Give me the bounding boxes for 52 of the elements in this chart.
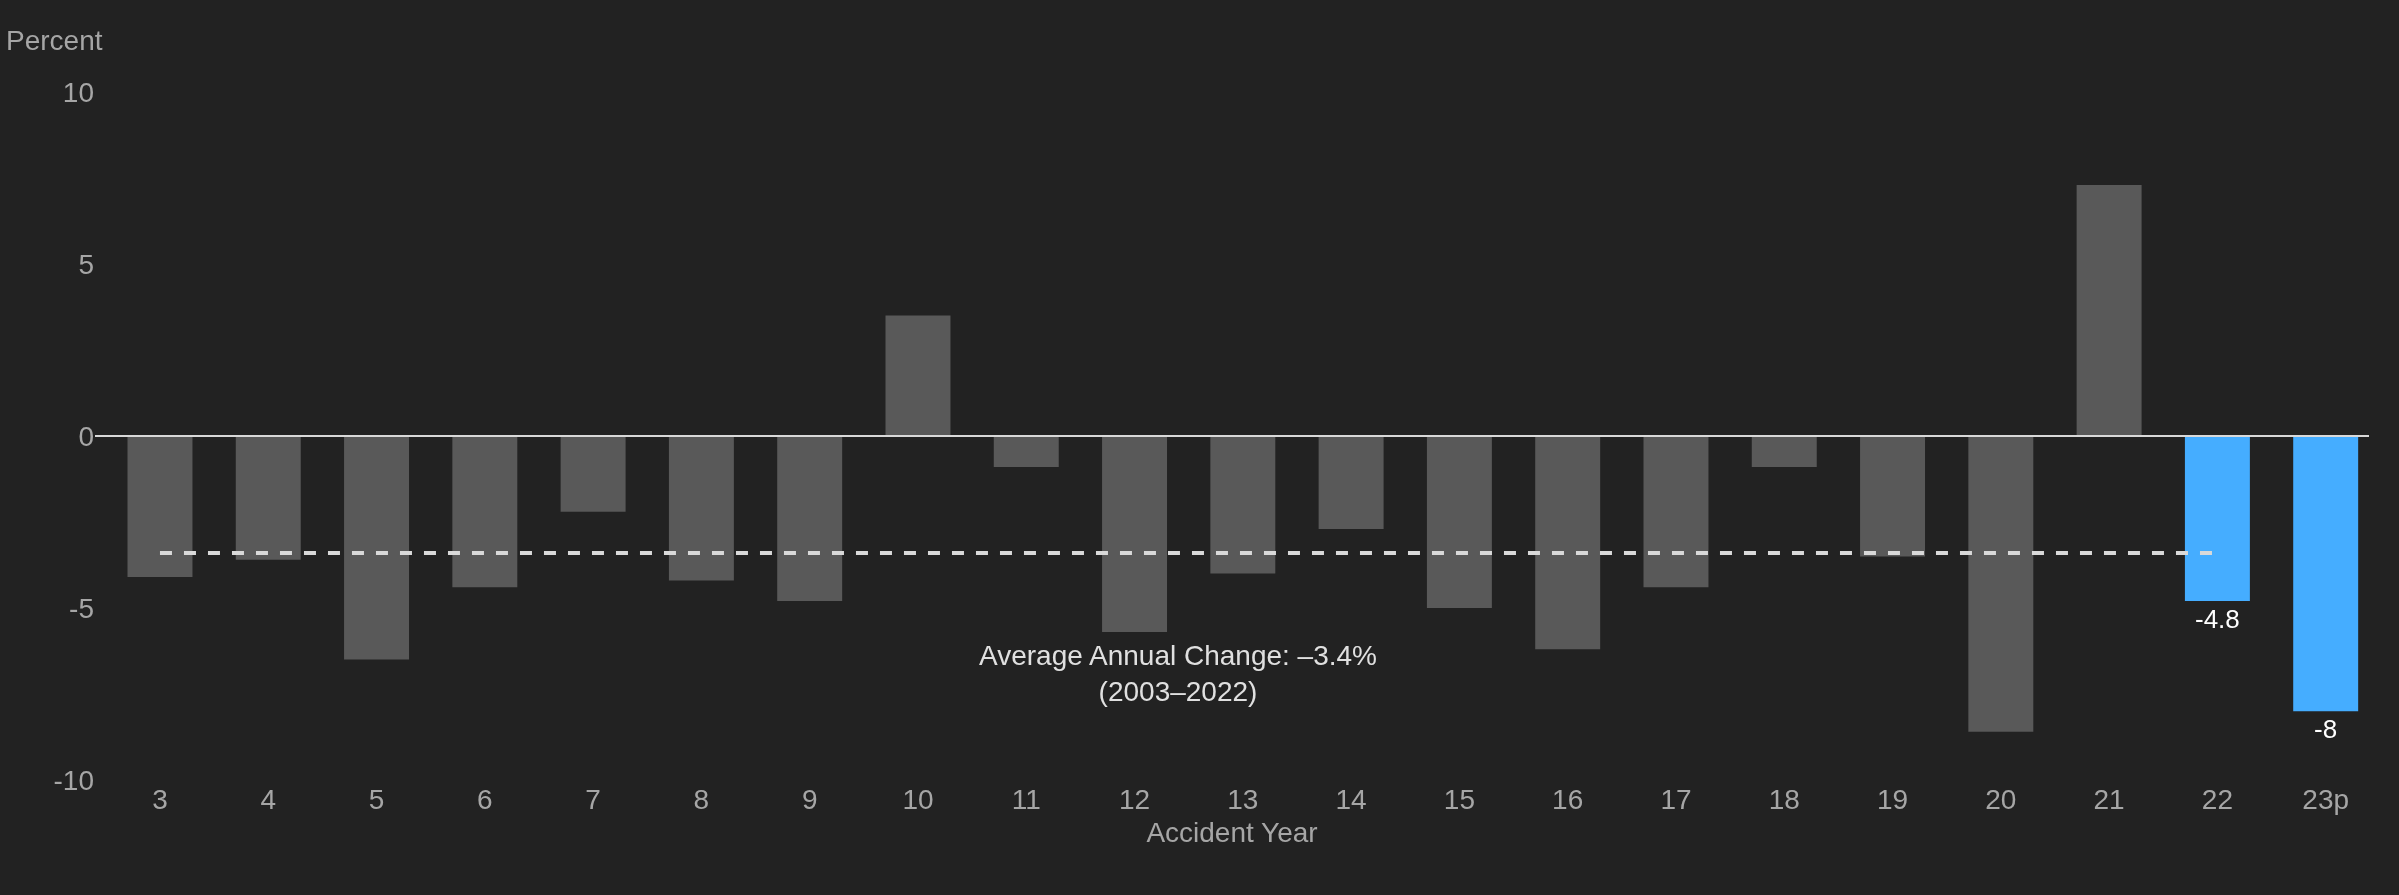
- x-tick-label: 5: [368, 784, 385, 815]
- bar: [885, 315, 951, 436]
- x-tick-label: 23p: [2302, 784, 2350, 815]
- x-tick-label: 8: [693, 784, 710, 815]
- y-tick-label: 0: [78, 420, 94, 452]
- ref-line-label: Average Annual Change: –3.4% (2003–2022): [979, 640, 1378, 708]
- x-tick-label: 18: [1768, 784, 1800, 815]
- data-label: -8: [2314, 714, 2338, 745]
- x-tick-label: 13: [1227, 784, 1259, 815]
- x-tick-label: 15: [1443, 784, 1475, 815]
- bar: [1318, 436, 1384, 529]
- bar: [1535, 436, 1601, 650]
- x-tick-label: 20: [1985, 784, 2017, 815]
- bar: [1426, 436, 1492, 608]
- bar: [1643, 436, 1709, 588]
- bar: [344, 436, 410, 660]
- data-label: -4.8: [2194, 604, 2240, 635]
- bar: [2184, 436, 2250, 602]
- bar: [560, 436, 626, 512]
- bar: [127, 436, 193, 578]
- bar: [452, 436, 518, 588]
- x-axis-title: Accident Year: [1146, 817, 1318, 849]
- y-tick-label: -5: [69, 592, 94, 624]
- x-tick-label: 19: [1876, 784, 1909, 815]
- y-tick-label: 5: [78, 248, 94, 280]
- x-tick-label: 17: [1660, 784, 1692, 815]
- y-tick-label: -10: [53, 764, 94, 796]
- bar: [235, 436, 301, 560]
- x-tick-label: 10: [902, 784, 934, 815]
- bar: [2293, 436, 2359, 712]
- x-tick-label: 21: [2093, 784, 2125, 815]
- x-tick-label: 3: [152, 784, 168, 815]
- x-tick-label: 9: [801, 784, 818, 815]
- x-tick-label: 14: [1335, 784, 1367, 815]
- bar: [1210, 436, 1276, 574]
- x-tick-label: 4: [260, 784, 277, 815]
- y-axis-title: Percent: [6, 25, 103, 56]
- x-tick-label: 22: [2201, 784, 2233, 815]
- x-tick-label: 11: [1011, 784, 1041, 815]
- x-tick-label: 12: [1118, 784, 1151, 815]
- bar: [777, 436, 843, 602]
- x-tick-label: 6: [477, 784, 493, 815]
- bar: [2076, 184, 2142, 436]
- x-tick-label: 7: [585, 784, 601, 815]
- bar: [1968, 436, 2034, 732]
- bar: [993, 436, 1059, 467]
- y-tick-label: 10: [62, 76, 94, 108]
- bar: [1102, 436, 1168, 633]
- bar: [1860, 436, 1926, 557]
- bar: [1751, 436, 1817, 467]
- x-tick-label: 16: [1552, 784, 1584, 815]
- bar: [668, 436, 734, 581]
